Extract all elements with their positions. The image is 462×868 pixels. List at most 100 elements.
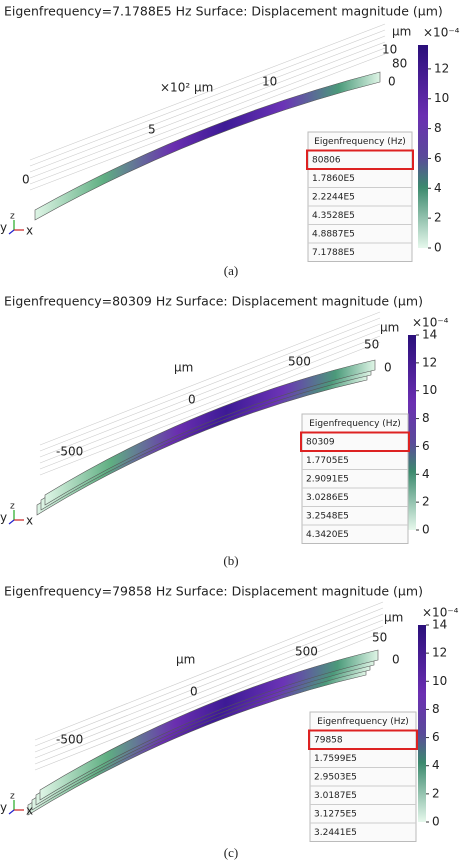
box-line [34, 607, 384, 747]
table [307, 131, 413, 262]
table-cell: 1.7599E5 [314, 754, 357, 764]
colorbar-tick-label: 0 [434, 241, 442, 255]
colorbar-tick-label: 14 [422, 328, 437, 342]
box-line [34, 625, 384, 765]
table-cell: 4.8887E5 [312, 229, 355, 239]
colorbar-tick-label: 10 [432, 674, 447, 688]
triad-axis [8, 229, 15, 235]
colorbar-tick-label: 12 [434, 61, 449, 75]
caption: (c) [224, 845, 238, 860]
axis-label: -500 [56, 733, 83, 747]
beam [39, 649, 379, 801]
panel-title: Eigenfrequency=79858 Hz Surface: Displac… [4, 584, 423, 599]
beam [44, 359, 376, 506]
triad-label: y [0, 801, 7, 815]
panel-title: Eigenfrequency=80309 Hz Surface: Displac… [4, 294, 423, 309]
box-line [29, 29, 386, 167]
caption: (b) [223, 553, 238, 568]
colorbar-tick-label: 2 [434, 211, 442, 225]
table-cell: 3.0187E5 [314, 791, 357, 801]
triad-label: z [10, 502, 15, 512]
colorbar-tick-label: 8 [432, 702, 440, 716]
table-header: Eigenfrequency (Hz) [317, 717, 409, 727]
exponent-label: ×10⁻⁴ [412, 316, 449, 330]
table-cell: 1.7860E5 [312, 174, 355, 184]
axis-label: 0 [388, 75, 396, 89]
table-cell: 2.2244E5 [312, 192, 355, 202]
colorbar-tick-label: 6 [432, 730, 440, 744]
axis-label: ×10² µm [160, 81, 213, 95]
table [301, 413, 409, 544]
box-line [34, 619, 384, 759]
colorbar-tick-label: 4 [432, 758, 440, 772]
colorbar-tick-label: 14 [432, 618, 447, 632]
colorbar-tick-label: 0 [432, 815, 440, 829]
table-cell: 80806 [312, 155, 341, 165]
axis-label: -500 [56, 445, 83, 459]
caption: (a) [224, 263, 238, 278]
axis-label: 0 [190, 685, 198, 699]
box-line [39, 311, 381, 446]
unit-label: µm [380, 321, 399, 335]
axis-label: 0 [392, 653, 400, 667]
colorbar [418, 45, 428, 248]
table-cell: 80309 [306, 437, 335, 447]
triad-label: z [10, 212, 15, 222]
selected-row [300, 431, 410, 452]
colorbar [408, 335, 416, 530]
axis-label: 500 [288, 355, 311, 369]
triad-axis [8, 809, 15, 815]
table-cell: 3.2441E5 [314, 828, 357, 838]
table-cell: 4.3528E5 [312, 211, 355, 221]
box-line [34, 613, 384, 753]
colorbar-tick-label: 12 [422, 355, 437, 369]
table-cell: 2.9503E5 [314, 772, 357, 782]
unit-label: µm [384, 611, 403, 625]
triad-label: x [26, 804, 33, 818]
panel-title: Eigenfrequency=7.1788E5 Hz Surface: Disp… [4, 4, 443, 19]
colorbar-tick-label: 6 [434, 151, 442, 165]
table [309, 711, 417, 842]
table-cell: 3.1275E5 [314, 809, 357, 819]
table-cell: 79858 [314, 735, 343, 745]
triad-label: y [0, 511, 7, 525]
triad-label: y [0, 221, 7, 235]
colorbar-tick-label: 0 [422, 523, 430, 537]
box-line [39, 341, 381, 476]
colorbar-tick-label: 10 [422, 383, 437, 397]
axis-label: 0 [384, 361, 392, 375]
colorbar-tick-label: 8 [422, 411, 430, 425]
box-line [39, 323, 381, 458]
table-cell: 1.7705E5 [306, 456, 349, 466]
box-line [29, 35, 386, 173]
box-line [29, 41, 386, 179]
axis-label: 5 [148, 123, 156, 137]
triad-label: z [10, 792, 15, 802]
colorbar-tick-label: 8 [434, 121, 442, 135]
selected-row [308, 729, 418, 750]
table-cell: 7.1788E5 [312, 248, 355, 258]
table-header: Eigenfrequency (Hz) [309, 419, 401, 429]
box-line [34, 601, 384, 741]
colorbar-tick-label: 2 [432, 786, 440, 800]
panel: Eigenfrequency=79858 Hz Surface: Displac… [0, 584, 459, 860]
table-cell: 2.9091E5 [306, 474, 349, 484]
table-header: Eigenfrequency (Hz) [314, 137, 406, 147]
axis-label: 0 [22, 173, 30, 187]
colorbar-tick-label: 4 [422, 467, 430, 481]
colorbar-tick-label: 2 [422, 495, 430, 509]
axis-label: 0 [188, 393, 196, 407]
axis-label: 10 [262, 75, 277, 89]
exponent-label: ×10⁻⁴ [422, 606, 459, 620]
table-cell: 4.3420E5 [306, 530, 349, 540]
axis-label: 500 [295, 645, 318, 659]
box-line [39, 317, 381, 452]
colorbar-tick-label: 12 [432, 646, 447, 660]
box-line [29, 53, 386, 191]
triad-label: x [26, 224, 33, 238]
colorbar-tick-label: 10 [434, 91, 449, 105]
table-cell: 3.0286E5 [306, 493, 349, 503]
axis-label: µm [176, 653, 195, 667]
box-line [29, 23, 386, 161]
